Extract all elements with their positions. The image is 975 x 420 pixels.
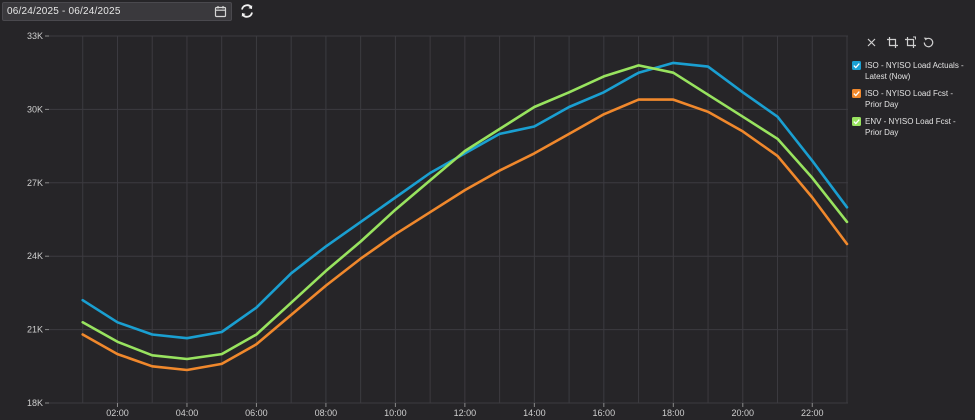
close-icon[interactable] bbox=[865, 36, 878, 49]
refresh-icon[interactable] bbox=[238, 2, 256, 20]
legend-label: ISO - NYISO Load Fcst - Prior Day bbox=[865, 89, 954, 109]
series-line-2[interactable] bbox=[81, 98, 849, 372]
crop-icon[interactable] bbox=[886, 36, 899, 49]
legend-label: ENV - NYISO Load Fcst - Prior Day bbox=[865, 117, 956, 137]
series-line-3[interactable] bbox=[81, 64, 849, 361]
y-tick-label: 24K bbox=[27, 251, 43, 261]
checkbox-checked-icon[interactable] bbox=[852, 89, 861, 98]
y-axis-labels: 18K 21K 24K 27K 30K 33K bbox=[27, 31, 43, 408]
chart-legend: ISO - NYISO Load Actuals - Latest (Now) I… bbox=[850, 60, 972, 144]
x-tick-label: 02:00 bbox=[106, 408, 129, 418]
date-range-input[interactable]: 06/24/2025 - 06/24/2025 bbox=[2, 2, 232, 21]
y-tick-label: 18K bbox=[27, 398, 43, 408]
x-tick-label: 20:00 bbox=[732, 408, 755, 418]
legend-item-2[interactable]: ISO - NYISO Load Fcst - Prior Day bbox=[850, 88, 972, 110]
x-tick-label: 04:00 bbox=[176, 408, 199, 418]
x-tick-label: 16:00 bbox=[593, 408, 616, 418]
x-tick-label: 14:00 bbox=[523, 408, 546, 418]
x-tick-label: 18:00 bbox=[662, 408, 685, 418]
x-tick-label: 08:00 bbox=[315, 408, 338, 418]
x-tick-label: 12:00 bbox=[454, 408, 477, 418]
y-tick-label: 30K bbox=[27, 104, 43, 114]
x-axis-labels: 02:00 04:00 06:00 08:00 10:00 12:00 14:00 16:00… bbox=[106, 408, 823, 418]
checkbox-checked-icon[interactable] bbox=[852, 117, 861, 126]
legend-item-1[interactable]: ISO - NYISO Load Actuals - Latest (Now) bbox=[850, 60, 972, 82]
legend-item-3[interactable]: ENV - NYISO Load Fcst - Prior Day bbox=[850, 116, 972, 138]
crop-alt-icon[interactable] bbox=[904, 36, 917, 49]
x-tick-label: 22:00 bbox=[801, 408, 824, 418]
checkbox-checked-icon[interactable] bbox=[852, 61, 861, 70]
date-range-value[interactable]: 06/24/2025 - 06/24/2025 bbox=[7, 6, 121, 17]
y-tick-label: 33K bbox=[27, 31, 43, 41]
reset-icon[interactable] bbox=[922, 36, 935, 49]
x-tick-label: 06:00 bbox=[245, 408, 268, 418]
series-lines bbox=[81, 61, 849, 372]
series-line-1[interactable] bbox=[81, 61, 849, 340]
y-tick-label: 27K bbox=[27, 178, 43, 188]
legend-label: ISO - NYISO Load Actuals - Latest (Now) bbox=[865, 61, 964, 81]
calendar-icon[interactable] bbox=[214, 5, 227, 18]
grid bbox=[45, 35, 848, 407]
y-tick-label: 21K bbox=[27, 325, 43, 335]
x-tick-label: 10:00 bbox=[384, 408, 407, 418]
